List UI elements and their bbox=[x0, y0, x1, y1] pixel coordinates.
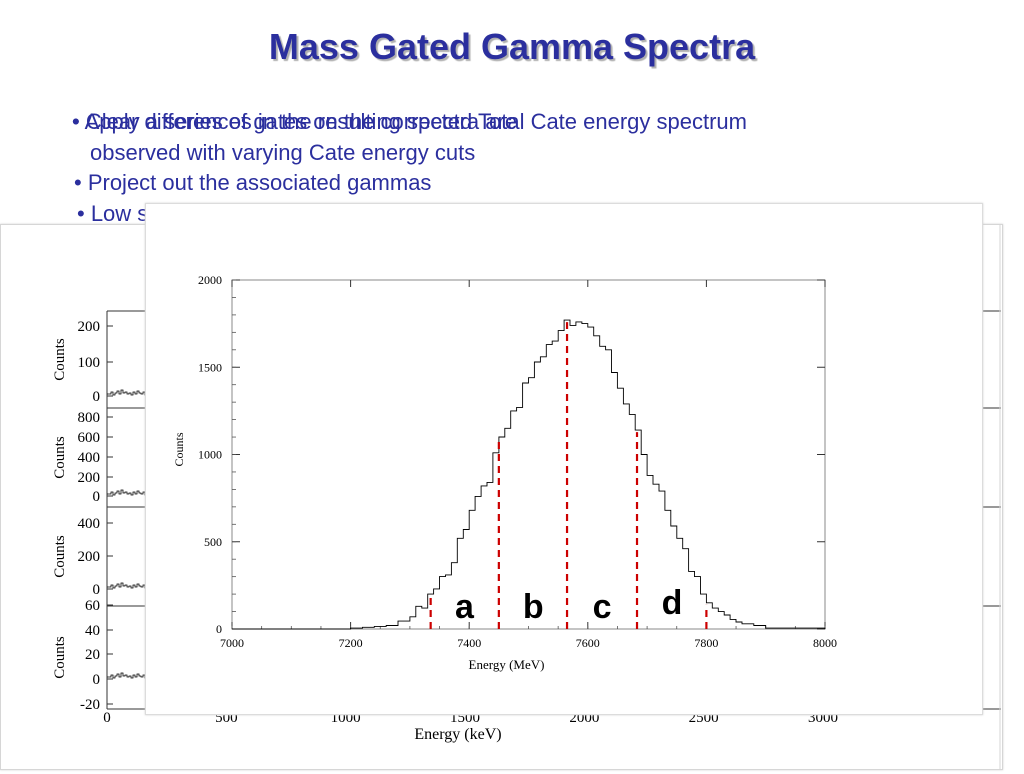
gate-label-d: d bbox=[662, 584, 683, 622]
y-tick-label: 0 bbox=[93, 582, 101, 598]
y-tick-label: 100 bbox=[78, 355, 101, 371]
cate-energy-panel: 7000 7200 7400 7600 7800 8000 0 500 1000 1500 2000… bbox=[145, 203, 983, 715]
bullet-project-gammas: • Project out the associated gammas bbox=[74, 170, 432, 195]
x-tick-label: 7000 bbox=[220, 636, 244, 650]
x-tick-label: 7800 bbox=[694, 636, 718, 650]
gate-label-c: c bbox=[593, 588, 612, 626]
y-tick-label: 200 bbox=[78, 549, 101, 565]
y-axis-label: Counts bbox=[52, 436, 68, 479]
y-tick-label: 800 bbox=[78, 410, 101, 426]
y-tick-label: 20 bbox=[85, 647, 100, 663]
y-axis-label: Counts bbox=[52, 535, 68, 578]
y-tick-label: 0 bbox=[93, 489, 101, 505]
gamma-spectrum-trace bbox=[107, 672, 148, 679]
y-tick-label: 400 bbox=[78, 516, 101, 532]
x-axis-label: Energy (keV) bbox=[414, 726, 501, 743]
gamma-spectrum-trace bbox=[107, 582, 148, 589]
gamma-spectrum-trace bbox=[107, 389, 148, 396]
y-tick-label: 1500 bbox=[198, 360, 222, 374]
gate-label-a: a bbox=[455, 588, 475, 626]
y-tick-label: 2000 bbox=[198, 273, 222, 287]
plot-frame bbox=[231, 279, 826, 630]
y-tick-label: 0 bbox=[93, 672, 101, 688]
y-tick-label: 200 bbox=[78, 319, 101, 335]
y-tick-label: 500 bbox=[204, 535, 222, 549]
cate-energy-chart: 7000 7200 7400 7600 7800 8000 0 500 1000 1500 2000… bbox=[172, 273, 837, 672]
bullet-clear-differences: • Clear differences in the resulting spe… bbox=[72, 109, 518, 134]
gate-label-b: b bbox=[523, 588, 544, 626]
y-tick-label: 0 bbox=[216, 622, 222, 636]
y-tick-label: 400 bbox=[78, 450, 101, 466]
x-tick-label: 7200 bbox=[339, 636, 363, 650]
x-tick-label: 8000 bbox=[813, 636, 837, 650]
y-tick-label: 0 bbox=[93, 389, 101, 405]
x-axis-label: Energy (MeV) bbox=[469, 657, 545, 672]
y-tick-label: 1000 bbox=[198, 448, 222, 462]
x-tick-label: 7600 bbox=[576, 636, 600, 650]
y-tick-label: 600 bbox=[78, 430, 101, 446]
bullet-observed: observed with varying Cate energy cuts bbox=[90, 140, 476, 165]
y-axis-label: Counts bbox=[52, 636, 68, 679]
x-tick-label: 0 bbox=[103, 710, 111, 726]
y-tick-label: -20 bbox=[80, 697, 100, 713]
gamma-spectrum-trace bbox=[107, 489, 148, 496]
y-tick-label: 60 bbox=[85, 598, 100, 614]
slide-title: Mass Gated Gamma Spectra bbox=[268, 26, 756, 67]
y-tick-label: 200 bbox=[78, 470, 101, 486]
y-axis-label: Counts bbox=[52, 338, 68, 381]
cate-energy-histogram bbox=[232, 319, 826, 630]
y-tick-label: 40 bbox=[85, 623, 100, 639]
y-axis-label: Counts bbox=[172, 432, 186, 466]
x-tick-label: 7400 bbox=[457, 636, 481, 650]
bullet-apply-gates: • Apply a series of gates on the correct… bbox=[72, 109, 747, 134]
